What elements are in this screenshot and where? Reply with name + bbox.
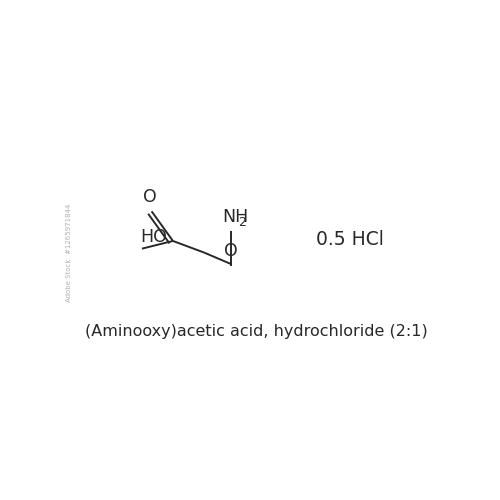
Text: O: O xyxy=(224,242,238,260)
Text: 0.5 HCl: 0.5 HCl xyxy=(316,230,384,248)
Text: NH: NH xyxy=(222,208,249,226)
Text: O: O xyxy=(143,188,156,206)
Text: (Aminooxy)acetic acid, hydrochloride (2:1): (Aminooxy)acetic acid, hydrochloride (2:… xyxy=(85,324,427,339)
Text: 2: 2 xyxy=(238,216,246,228)
Text: Adobe Stock  #1265971844: Adobe Stock #1265971844 xyxy=(66,204,72,302)
Text: HO: HO xyxy=(140,228,167,246)
